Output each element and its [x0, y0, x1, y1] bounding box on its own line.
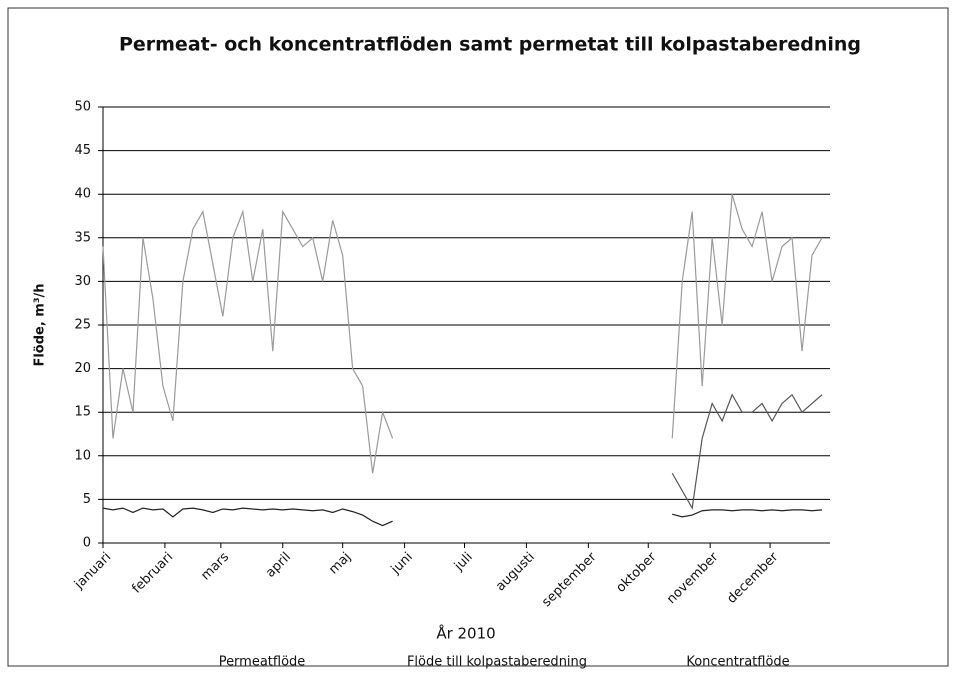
y-tick-label: 0 — [83, 536, 91, 551]
y-tick-label: 40 — [74, 187, 91, 202]
y-tick-label: 10 — [74, 448, 91, 463]
y-tick-label: 5 — [83, 492, 91, 507]
legend-label: Permeatflöde — [219, 655, 306, 670]
x-tick-label: september — [539, 549, 600, 610]
y-tick-label: 45 — [74, 143, 91, 158]
x-tick-label: april — [263, 550, 294, 581]
y-axis-title: Flöde, m³/h — [33, 283, 48, 366]
series-line — [102, 507, 393, 527]
y-tick-label: 20 — [74, 361, 91, 376]
y-tick-label: 35 — [74, 230, 91, 245]
x-tick-label: februari — [129, 550, 176, 597]
series-line — [671, 393, 823, 510]
x-tick-label: november — [664, 549, 722, 607]
chart-title: Permeat- och koncentratflöden samt perme… — [119, 34, 861, 56]
x-tick-label: oktober — [613, 549, 660, 596]
y-tick-label: 15 — [74, 405, 91, 420]
x-tick-label: juli — [451, 550, 476, 575]
x-tick-label: januari — [71, 550, 114, 593]
frame — [7, 7, 949, 667]
series-line — [671, 194, 823, 439]
x-tick-label: augusti — [493, 550, 538, 595]
legend-label: Koncentratflöde — [686, 655, 789, 670]
series-line — [102, 209, 394, 474]
legend-label: Flöde till kolpastaberedning — [407, 655, 587, 670]
x-tick-label: mars — [198, 550, 232, 584]
x-tick-label: maj — [326, 550, 354, 578]
y-tick-label: 50 — [74, 100, 91, 115]
x-axis-title: År 2010 — [436, 624, 495, 643]
y-tick-label: 25 — [74, 318, 91, 333]
series-line — [672, 509, 823, 518]
y-tick-label: 30 — [74, 274, 91, 289]
x-tick-label: juni — [388, 550, 416, 578]
x-tick-label: december — [724, 549, 781, 606]
